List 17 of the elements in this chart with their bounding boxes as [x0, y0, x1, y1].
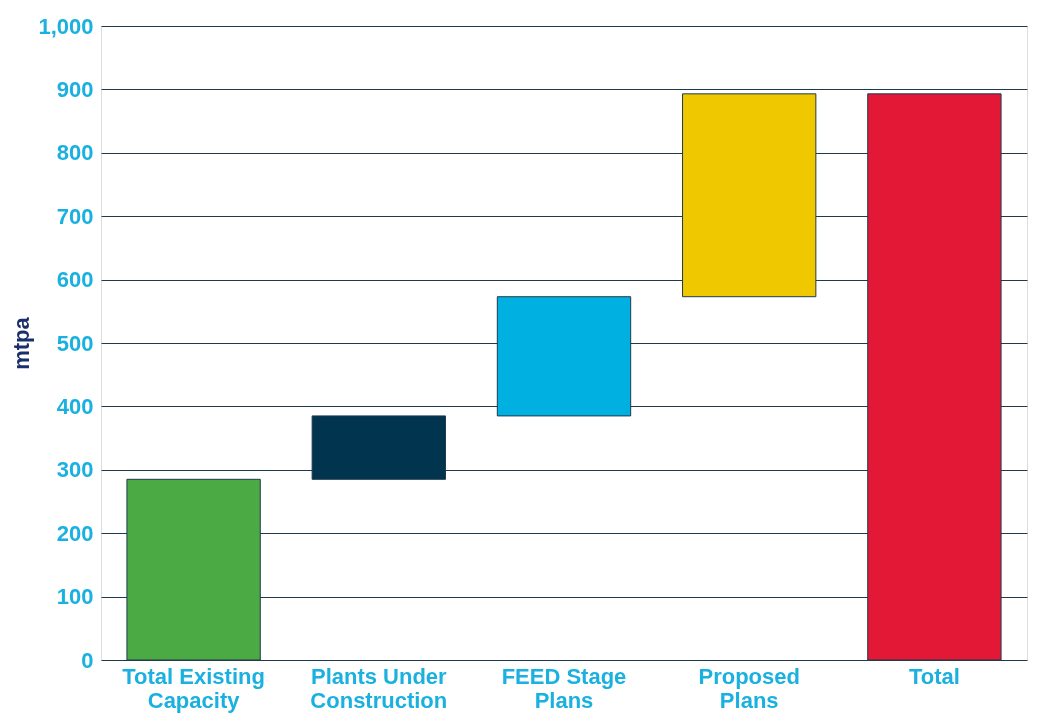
- y-tick-label: 800: [56, 140, 94, 166]
- y-tick-label: 0: [81, 647, 94, 673]
- y-tick-label: 700: [56, 203, 94, 229]
- y-axis-title: mtpa: [9, 316, 35, 370]
- y-tick-label: 200: [56, 520, 94, 546]
- x-tick-label: Plants Under Construction: [310, 663, 448, 713]
- y-tick-label: 600: [56, 267, 94, 293]
- x-tick-label: Proposed Plans: [698, 663, 800, 713]
- x-tick-label: FEED Stage Plans: [501, 663, 627, 713]
- y-tick-label: 900: [56, 76, 94, 102]
- y-tick-label: 100: [56, 584, 94, 610]
- y-tick-label: 400: [56, 393, 94, 419]
- x-tick-label: Total Existing Capacity: [122, 663, 265, 713]
- x-tick-label: Total: [908, 663, 960, 689]
- y-tick-label: 300: [56, 457, 94, 483]
- y-tick-label: 1,000: [38, 13, 94, 39]
- y-tick-label: 500: [56, 330, 94, 356]
